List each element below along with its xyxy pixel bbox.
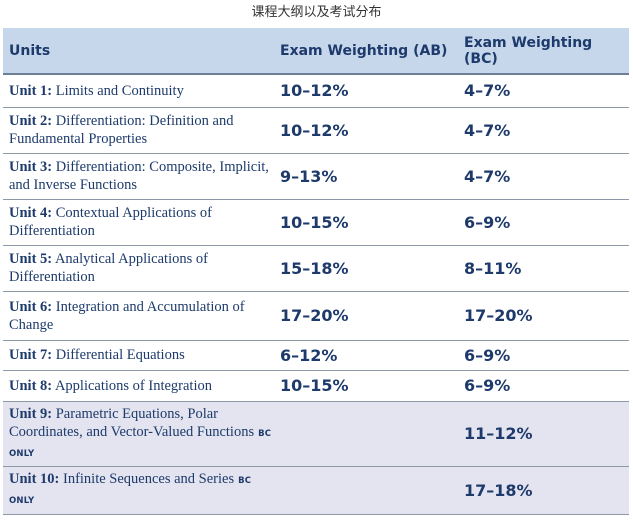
table-row: Unit 4: Contextual Applications of Diffe… [3, 199, 629, 246]
ab-weighting [274, 401, 458, 467]
table-row: Unit 6: Integration and Accumulation of … [3, 291, 629, 341]
unit-number: Unit 1: [9, 82, 53, 99]
unit-title: Differentiation: Definition and Fundamen… [9, 113, 234, 147]
unit-cell: Unit 3: Differentiation: Composite, Impl… [3, 153, 274, 200]
unit-cell: Unit 2: Differentiation: Definition and … [3, 107, 274, 154]
table-row: Unit 10: Infinite Sequences and Series BC… [3, 466, 629, 515]
header-units: Units [3, 28, 274, 75]
bc-weighting: 17–20% [458, 291, 629, 341]
header-ab: Exam Weighting (AB) [274, 28, 458, 75]
unit-cell: Unit 1: Limits and Continuity [3, 74, 274, 108]
unit-title: Infinite Sequences and Series [62, 471, 235, 487]
bc-weighting: 8–11% [458, 245, 629, 292]
table-row: Unit 9: Parametric Equations, Polar Coor… [3, 401, 629, 467]
page-caption: 课程大纲以及考试分布 [251, 5, 382, 20]
bc-only-badge: BC ONLY [9, 476, 252, 506]
unit-number: Unit 5: [9, 251, 53, 267]
bc-weighting: 4–7% [458, 74, 629, 108]
table-header-row: Units Exam Weighting (AB) Exam Weighting… [3, 28, 629, 75]
ab-weighting: 9–13% [274, 153, 458, 200]
ab-weighting: 10–12% [274, 107, 458, 154]
unit-title: Differential Equations [55, 347, 185, 363]
ab-weighting: 15–18% [274, 245, 458, 292]
unit-cell: Unit 7: Differential Equations [3, 340, 274, 371]
ab-weighting: 10–15% [274, 199, 458, 246]
unit-title: Limits and Continuity [55, 82, 184, 99]
bc-only-badge: BC ONLY [9, 428, 272, 459]
header-bc: Exam Weighting (BC) [458, 28, 629, 75]
unit-number: Unit 2: [9, 113, 53, 129]
ab-weighting [274, 466, 458, 515]
bc-weighting: 6–9% [458, 199, 629, 246]
bc-weighting: 6–9% [458, 340, 629, 371]
table-row: Unit 1: Limits and Continuity 10–12% 4–7… [3, 74, 629, 108]
unit-number: Unit 6: [9, 298, 53, 315]
unit-number: Unit 8: [9, 377, 53, 394]
unit-title: Differentiation: Composite, Implicit, an… [9, 159, 269, 193]
exam-weighting-table-container: Units Exam Weighting (AB) Exam Weighting… [3, 28, 629, 516]
bc-weighting: 11–12% [458, 401, 629, 467]
unit-title: Parametric Equations, Polar Coordinates,… [9, 405, 255, 440]
ab-weighting: 10–15% [274, 370, 458, 402]
unit-number: Unit 9: [9, 405, 53, 422]
unit-title: Analytical Applications of Differentiati… [9, 251, 208, 285]
unit-title: Contextual Applications of Differentiati… [9, 205, 212, 239]
exam-weighting-table: Units Exam Weighting (AB) Exam Weighting… [3, 28, 629, 515]
unit-title: Applications of Integration [54, 377, 212, 394]
unit-cell: Unit 9: Parametric Equations, Polar Coor… [3, 401, 274, 467]
unit-cell: Unit 5: Analytical Applications of Diffe… [3, 245, 274, 292]
ab-weighting: 17–20% [274, 291, 458, 341]
bc-weighting: 17–18% [458, 466, 629, 515]
bc-weighting: 6–9% [458, 370, 629, 402]
table-row: Unit 5: Analytical Applications of Diffe… [3, 245, 629, 292]
unit-cell: Unit 8: Applications of Integration [3, 370, 274, 402]
table-row: Unit 2: Differentiation: Definition and … [3, 107, 629, 154]
unit-number: Unit 4: [9, 205, 53, 221]
bc-weighting: 4–7% [458, 153, 629, 200]
table-row: Unit 3: Differentiation: Composite, Impl… [3, 153, 629, 200]
unit-cell: Unit 4: Contextual Applications of Diffe… [3, 199, 274, 246]
unit-cell: Unit 10: Infinite Sequences and Series BC… [3, 466, 274, 515]
unit-cell: Unit 6: Integration and Accumulation of … [3, 291, 274, 341]
unit-number: Unit 3: [9, 159, 53, 175]
table-row: Unit 8: Applications of Integration 10–1… [3, 370, 629, 402]
bc-weighting: 4–7% [458, 107, 629, 154]
table-row: Unit 7: Differential Equations 6–12% 6–9… [3, 340, 629, 371]
ab-weighting: 6–12% [274, 340, 458, 371]
unit-number: Unit 7: [9, 347, 53, 363]
unit-title: Integration and Accumulation of Change [9, 298, 245, 333]
unit-number: Unit 10: [9, 471, 60, 487]
ab-weighting: 10–12% [274, 74, 458, 108]
